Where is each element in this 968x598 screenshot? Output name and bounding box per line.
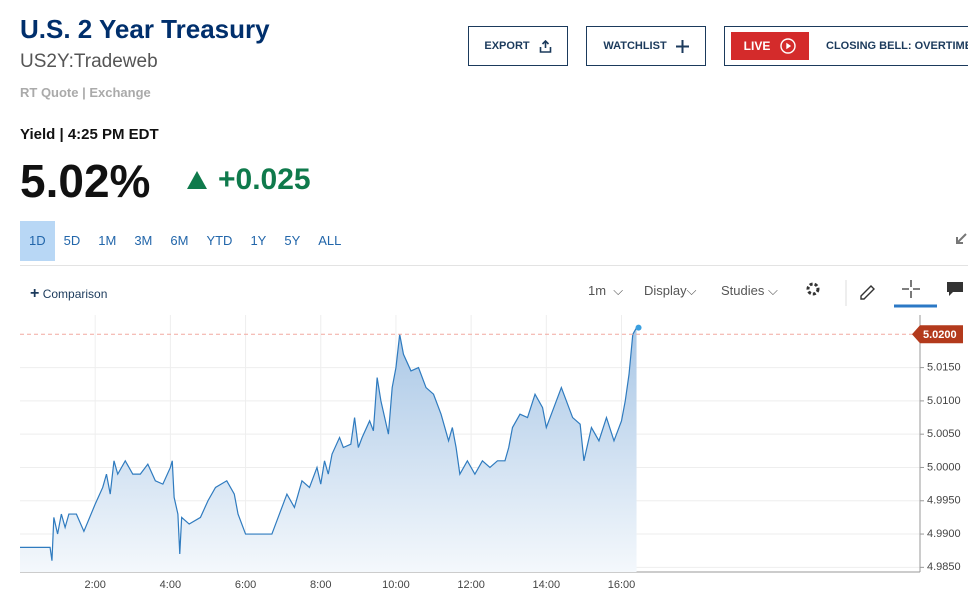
y-tick-label: 5.0100 [927,395,961,407]
last-point [635,324,642,331]
y-tick-label: 5.0050 [927,428,961,440]
last-price-label: 5.0200 [923,329,957,341]
range-tab[interactable]: 6M [170,233,189,248]
price-change: +0.025 [218,163,311,196]
draw-icon[interactable] [860,285,875,300]
interval-label: 1m [588,283,607,298]
x-tick-label: 10:00 [382,579,410,591]
x-tick-label: 14:00 [533,579,561,591]
last-price: 5.02% [20,155,151,207]
chart-tools [806,280,963,308]
export-icon [539,39,551,53]
y-tick-label: 5.0150 [927,362,961,374]
range-tab[interactable]: 3M [134,233,153,248]
comment-icon[interactable] [947,282,963,296]
range-tabs: 1D 5D 1M 3M 6M YTD 1Y 5Y ALL [20,221,350,261]
x-tick-label: 8:00 [310,579,331,591]
up-arrow [187,171,207,189]
y-tick-label: 4.9950 [927,495,961,507]
button-label: WATCHLIST [603,40,667,52]
quote-label: Yield | 4:25 PM EDT [20,126,159,143]
watchlist-button[interactable]: WATCHLIST [586,26,706,66]
comparison-label: Comparison [42,287,108,301]
range-tab[interactable]: 1Y [250,233,267,248]
studies-label: Studies [721,283,765,298]
x-tick-label: 6:00 [235,579,256,591]
chart: 2:00 4:00 6:00 8:00 10:00 12:00 14:00 16:00 4.98… [20,315,963,591]
plus-icon [675,39,689,53]
range-tab[interactable]: ALL [318,233,342,248]
play-icon [780,38,797,54]
x-tick-label: 2:00 [84,579,105,591]
export-button[interactable]: EXPORT [468,26,568,66]
live-label: LIVE [743,39,771,53]
collapse-icon[interactable] [954,232,968,246]
quote-source: RT Quote | Exchange [20,85,151,100]
display-label: Display [644,283,687,298]
range-tab[interactable]: YTD [206,233,233,248]
y-tick-label: 4.9900 [927,528,961,540]
comparison-button[interactable]: + Comparison [30,285,107,303]
area-fill [20,327,637,572]
range-tab[interactable]: 1D [20,221,55,261]
divider [20,265,968,266]
y-tick-label: 5.0000 [927,461,961,473]
live-show: CLOSING BELL: OVERTIME [826,40,968,52]
settings-icon[interactable] [806,282,820,296]
range-tab[interactable]: 5D [63,233,81,248]
live-button[interactable]: LIVE CLOSING BELL: OVERTIME [724,26,968,66]
x-tick-label: 12:00 [457,579,485,591]
display-menu[interactable]: Display⌵ [644,283,697,298]
plus-icon: + [30,285,40,302]
range-tab[interactable]: 1M [98,233,117,248]
x-tick-label: 4:00 [160,579,181,591]
y-tick-label: 4.9850 [927,561,961,573]
symbol: US2Y:Tradeweb [20,51,158,72]
studies-menu[interactable]: Studies ⌵ [721,283,778,298]
crosshair-icon[interactable] [902,280,920,298]
title: U.S. 2 Year Treasury [20,14,270,44]
live-badge: LIVE [731,32,809,60]
interval-menu[interactable]: 1m ⌵ [588,283,624,298]
x-tick-label: 16:00 [608,579,636,591]
last-price-badge [912,325,963,344]
button-label: EXPORT [484,40,530,52]
range-tab[interactable]: 5Y [284,233,301,248]
price-line [20,327,638,561]
